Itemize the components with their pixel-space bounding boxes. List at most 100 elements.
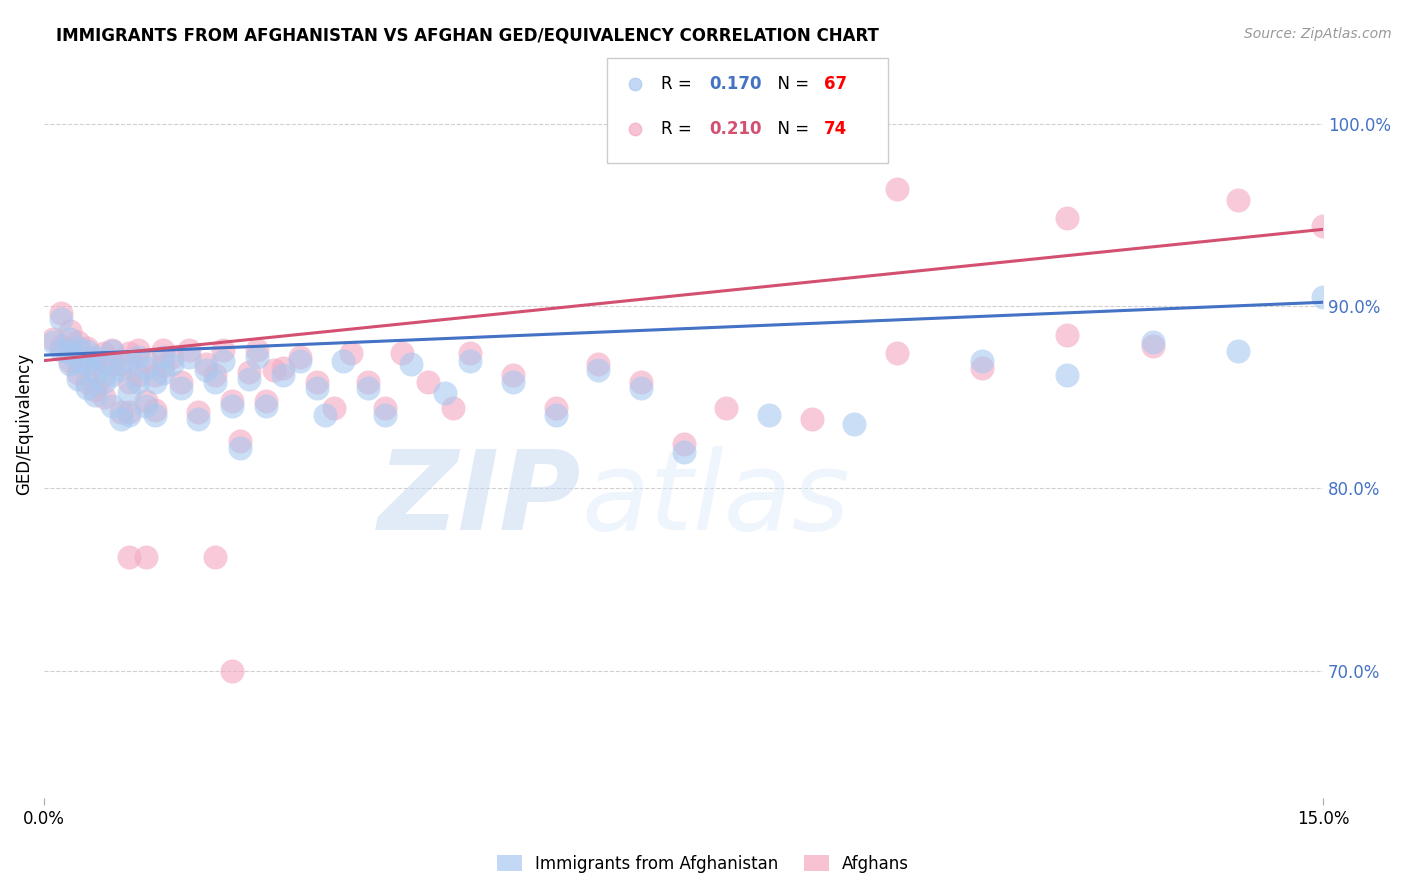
Point bbox=[101, 368, 124, 383]
Point bbox=[76, 381, 98, 395]
Point bbox=[101, 344, 124, 359]
Point bbox=[169, 381, 191, 395]
Point bbox=[143, 368, 166, 383]
Point bbox=[51, 339, 73, 353]
Point bbox=[84, 367, 107, 381]
Point bbox=[544, 409, 567, 423]
Point bbox=[441, 401, 464, 415]
Point bbox=[101, 399, 124, 413]
Text: 74: 74 bbox=[824, 120, 848, 138]
Point bbox=[76, 344, 98, 359]
Point bbox=[67, 335, 90, 350]
Text: ZIP: ZIP bbox=[378, 446, 581, 553]
Point bbox=[970, 360, 993, 375]
Point bbox=[127, 350, 149, 364]
Point bbox=[118, 353, 141, 368]
Point bbox=[152, 350, 174, 364]
Point bbox=[305, 376, 328, 390]
Point bbox=[1056, 211, 1078, 226]
Point bbox=[238, 372, 260, 386]
Point bbox=[271, 368, 294, 383]
Point bbox=[246, 343, 269, 357]
Point bbox=[271, 360, 294, 375]
Text: R =: R = bbox=[661, 75, 696, 94]
Point bbox=[416, 376, 439, 390]
Point bbox=[110, 362, 132, 376]
FancyBboxPatch shape bbox=[607, 58, 889, 163]
Point bbox=[93, 368, 115, 383]
Point bbox=[374, 401, 396, 415]
Point bbox=[357, 381, 380, 395]
Point bbox=[212, 353, 235, 368]
Point bbox=[127, 376, 149, 390]
Point bbox=[135, 550, 157, 565]
Point bbox=[84, 383, 107, 397]
Point bbox=[187, 412, 209, 426]
Point bbox=[67, 372, 90, 386]
Text: 0.210: 0.210 bbox=[709, 120, 762, 138]
Point bbox=[195, 357, 218, 371]
Point bbox=[127, 368, 149, 383]
Point bbox=[76, 357, 98, 371]
Point bbox=[221, 664, 243, 678]
Text: N =: N = bbox=[766, 75, 814, 94]
Point bbox=[332, 353, 354, 368]
Point bbox=[93, 390, 115, 404]
Point bbox=[315, 409, 337, 423]
Point bbox=[51, 306, 73, 320]
Point bbox=[110, 404, 132, 418]
Point bbox=[143, 402, 166, 417]
Point bbox=[177, 343, 200, 357]
Text: IMMIGRANTS FROM AFGHANISTAN VS AFGHAN GED/EQUIVALENCY CORRELATION CHART: IMMIGRANTS FROM AFGHANISTAN VS AFGHAN GE… bbox=[56, 27, 879, 45]
Point bbox=[118, 409, 141, 423]
Point bbox=[399, 357, 422, 371]
Point bbox=[84, 388, 107, 402]
Point bbox=[758, 409, 780, 423]
Point bbox=[51, 311, 73, 326]
Point bbox=[433, 386, 456, 401]
Point bbox=[672, 437, 695, 451]
Point bbox=[135, 353, 157, 368]
Point bbox=[59, 325, 82, 339]
Point bbox=[460, 346, 482, 360]
Point bbox=[305, 381, 328, 395]
Text: 0.170: 0.170 bbox=[709, 75, 762, 94]
Point bbox=[118, 386, 141, 401]
Point bbox=[67, 367, 90, 381]
Point bbox=[229, 434, 252, 448]
Point bbox=[630, 376, 652, 390]
Point bbox=[160, 357, 183, 371]
Point bbox=[323, 401, 346, 415]
Point bbox=[84, 357, 107, 371]
Point bbox=[800, 412, 823, 426]
Point bbox=[238, 365, 260, 379]
Text: 67: 67 bbox=[824, 75, 848, 94]
Point bbox=[135, 393, 157, 408]
Point bbox=[254, 399, 277, 413]
Point bbox=[177, 350, 200, 364]
Point bbox=[716, 401, 738, 415]
Point bbox=[110, 357, 132, 371]
Point bbox=[101, 343, 124, 357]
Point bbox=[152, 343, 174, 357]
Point bbox=[246, 350, 269, 364]
Point bbox=[1142, 339, 1164, 353]
Point bbox=[59, 346, 82, 360]
Text: atlas: atlas bbox=[581, 446, 851, 553]
Point bbox=[93, 353, 115, 368]
Point bbox=[118, 404, 141, 418]
Point bbox=[1312, 219, 1334, 233]
Point bbox=[544, 401, 567, 415]
Point bbox=[288, 350, 311, 364]
Point bbox=[135, 399, 157, 413]
Point bbox=[118, 346, 141, 360]
Point bbox=[195, 362, 218, 376]
Point bbox=[93, 346, 115, 360]
Point bbox=[374, 409, 396, 423]
Point bbox=[886, 346, 908, 360]
Point bbox=[263, 362, 285, 376]
Point bbox=[118, 376, 141, 390]
Point bbox=[221, 399, 243, 413]
Point bbox=[502, 368, 524, 383]
Point bbox=[41, 335, 63, 350]
